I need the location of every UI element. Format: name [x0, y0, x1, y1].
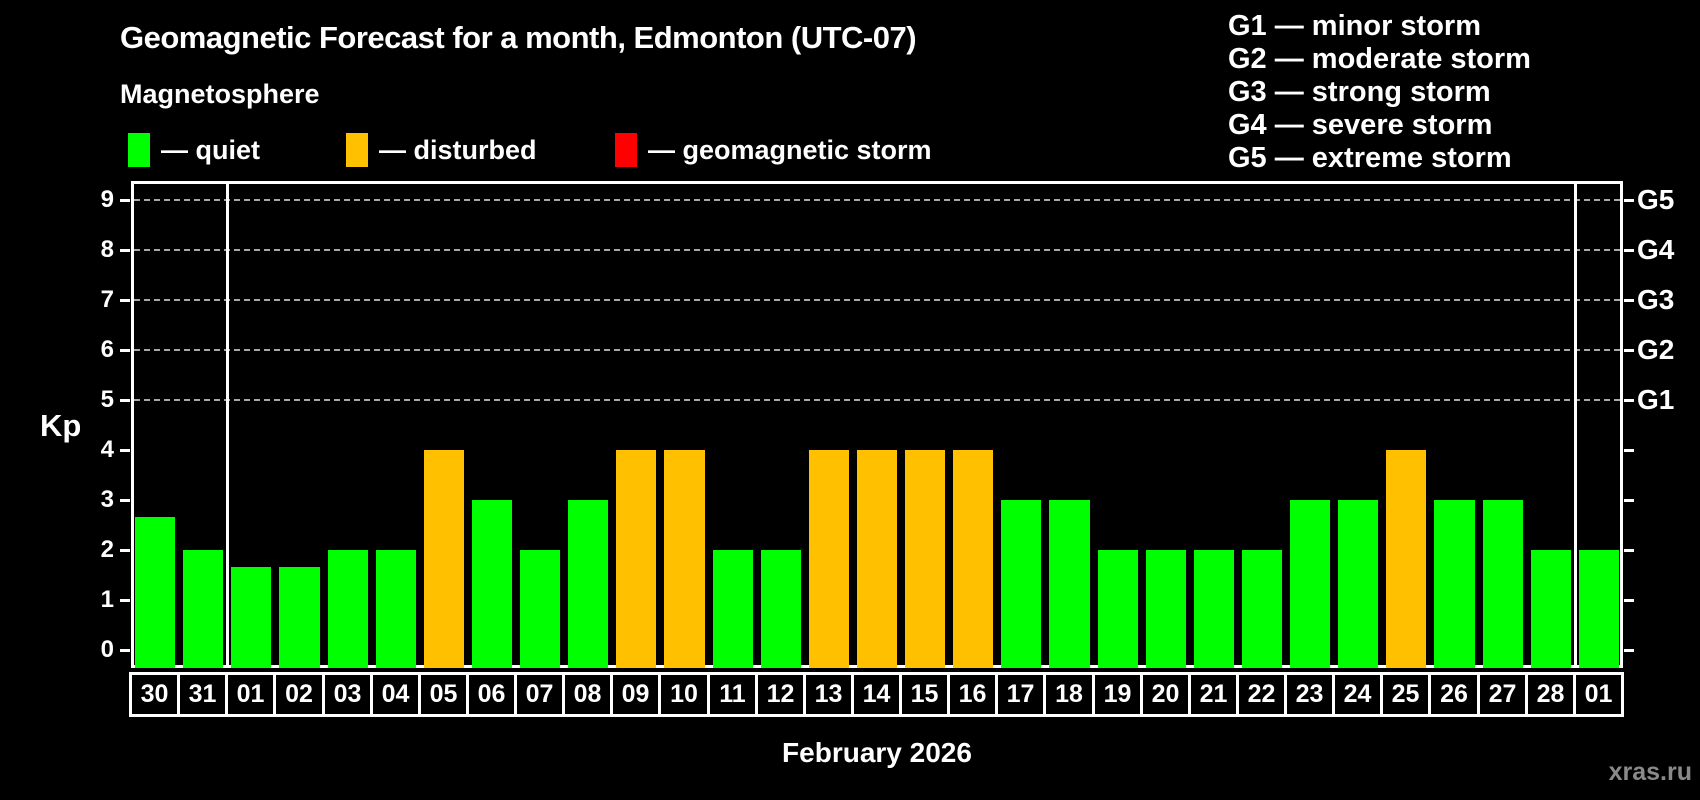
bar-day-28	[1531, 550, 1571, 668]
gridline-kp5	[134, 399, 1620, 401]
g-legend-item-g5: G5 — extreme storm	[1228, 142, 1512, 174]
gridline-kp8	[134, 249, 1620, 251]
bar-day-01	[231, 566, 271, 668]
bar-day-11	[713, 550, 753, 668]
bar-day-25	[1386, 450, 1426, 668]
legend-item-storm: — geomagnetic storm	[615, 132, 932, 168]
chart-title: Geomagnetic Forecast for a month, Edmont…	[120, 20, 917, 55]
bar-day-15	[905, 450, 945, 668]
bar-day-26	[1434, 500, 1475, 668]
bar-day-30	[135, 516, 175, 668]
month-separator-line	[226, 181, 229, 668]
bar-day-05	[424, 450, 464, 668]
bar-day-04	[376, 550, 416, 668]
bar-day-23	[1290, 500, 1330, 668]
g-legend-item-g3: G3 — strong storm	[1228, 76, 1491, 108]
legend-label-storm: — geomagnetic storm	[648, 134, 932, 165]
bar-day-13	[809, 450, 849, 668]
bar-day-19	[1098, 550, 1138, 668]
bar-day-21	[1194, 550, 1234, 668]
legend-swatch-quiet	[128, 133, 150, 167]
bar-day-08	[568, 500, 608, 668]
bar-day-22	[1242, 550, 1282, 668]
g-legend-item-g2: G2 — moderate storm	[1228, 43, 1531, 75]
bar-day-14	[857, 450, 897, 668]
chart-subtitle: Magnetosphere	[120, 79, 320, 109]
legend-swatch-disturbed	[346, 133, 368, 167]
bar-day-31	[183, 550, 223, 668]
g-legend-item-g4: G4 — severe storm	[1228, 109, 1493, 141]
g-legend-item-g1: G1 — minor storm	[1228, 10, 1481, 42]
month-separator-line	[1574, 181, 1577, 668]
bar-day-17	[1001, 500, 1041, 668]
bar-day-27	[1483, 500, 1523, 668]
legend-swatch-storm	[615, 133, 637, 167]
bar-day-12	[761, 550, 801, 668]
bar-day-01	[1579, 550, 1619, 668]
bar-day-07	[520, 550, 560, 668]
g-scale-legend: G1 — minor storm G2 — moderate storm G3 — …	[1228, 10, 1531, 175]
bar-day-16	[953, 450, 993, 668]
gridline-kp9	[134, 199, 1620, 201]
bar-day-10	[664, 450, 705, 668]
bar-day-02	[279, 566, 320, 668]
legend-label-quiet: — quiet	[161, 134, 260, 165]
legend-item-disturbed: — disturbed	[346, 132, 537, 168]
bar-day-03	[328, 550, 368, 668]
watermark: xras.ru	[1608, 758, 1692, 786]
bar-day-20	[1146, 550, 1186, 668]
bar-day-09	[616, 450, 656, 668]
gridline-kp7	[134, 299, 1620, 301]
bar-day-24	[1338, 500, 1378, 668]
legend-label-disturbed: — disturbed	[379, 134, 537, 165]
plot-area	[131, 181, 1623, 668]
y-axis-title: Kp	[40, 408, 82, 443]
bar-day-18	[1049, 500, 1090, 668]
legend-item-quiet: — quiet	[128, 132, 260, 168]
bar-day-06	[472, 500, 512, 668]
x-axis-title: February 2026	[782, 737, 972, 768]
gridline-kp6	[134, 349, 1620, 351]
